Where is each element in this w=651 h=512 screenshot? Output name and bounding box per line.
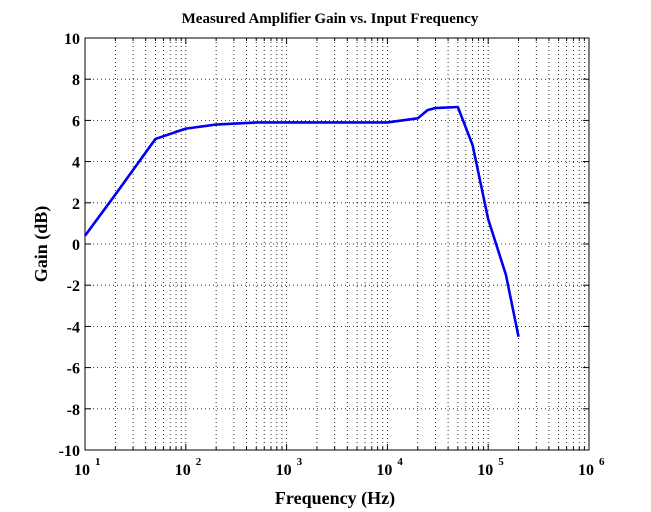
x-tick-label-exponent: 4 — [397, 456, 403, 468]
y-tick-labels: -10 -8 -6 -4 -2 0 2 4 6 8 10 — [59, 31, 80, 460]
x-tick-labels: 10 1 10 2 10 3 10 4 10 5 10 6 — [74, 456, 605, 479]
y-tick-label: -4 — [67, 319, 80, 336]
gain-series-line — [83, 105, 520, 337]
y-tick-label: 8 — [72, 72, 80, 89]
x-tick-label: 10 2 — [175, 456, 202, 479]
y-axis-label: Gain (dB) — [31, 206, 52, 283]
x-tick-label-exponent: 6 — [599, 456, 605, 468]
y-tick-label: -6 — [67, 361, 80, 378]
x-tick-label: 10 1 — [74, 456, 101, 479]
x-tick-label-base: 10 — [276, 462, 292, 479]
chart-title: Measured Amplifier Gain vs. Input Freque… — [182, 11, 479, 27]
x-tick-label-base: 10 — [578, 462, 594, 479]
x-tick-label-exponent: 3 — [297, 456, 303, 468]
x-tick-label-base: 10 — [376, 462, 392, 479]
x-tick-label-base: 10 — [74, 462, 90, 479]
x-tick-label: 10 5 — [477, 456, 504, 479]
x-tick-label: 10 6 — [578, 456, 605, 479]
x-axis-label: Frequency (Hz) — [275, 488, 395, 509]
x-tick-label-base: 10 — [477, 462, 493, 479]
axis-ticks — [84, 37, 589, 451]
y-tick-label: -2 — [67, 278, 80, 295]
y-tick-label: -8 — [67, 402, 80, 419]
y-tick-label: 6 — [72, 113, 80, 130]
x-tick-label-base: 10 — [175, 462, 191, 479]
y-tick-label: 4 — [72, 155, 80, 172]
x-tick-label: 10 4 — [376, 456, 403, 479]
x-tick-label-exponent: 2 — [196, 456, 202, 468]
x-tick-label-exponent: 1 — [95, 456, 101, 468]
x-tick-label: 10 3 — [276, 456, 303, 479]
y-tick-label: 10 — [64, 31, 80, 48]
y-tick-label: -10 — [59, 443, 80, 460]
series-group — [83, 105, 520, 337]
y-tick-label: 2 — [72, 196, 80, 213]
y-tick-label: 0 — [72, 237, 80, 254]
x-tick-label-exponent: 5 — [498, 456, 504, 468]
